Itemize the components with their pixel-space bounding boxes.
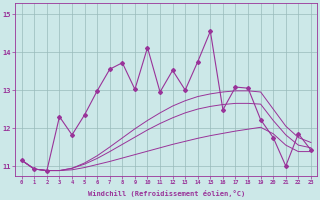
X-axis label: Windchill (Refroidissement éolien,°C): Windchill (Refroidissement éolien,°C) [88, 190, 245, 197]
